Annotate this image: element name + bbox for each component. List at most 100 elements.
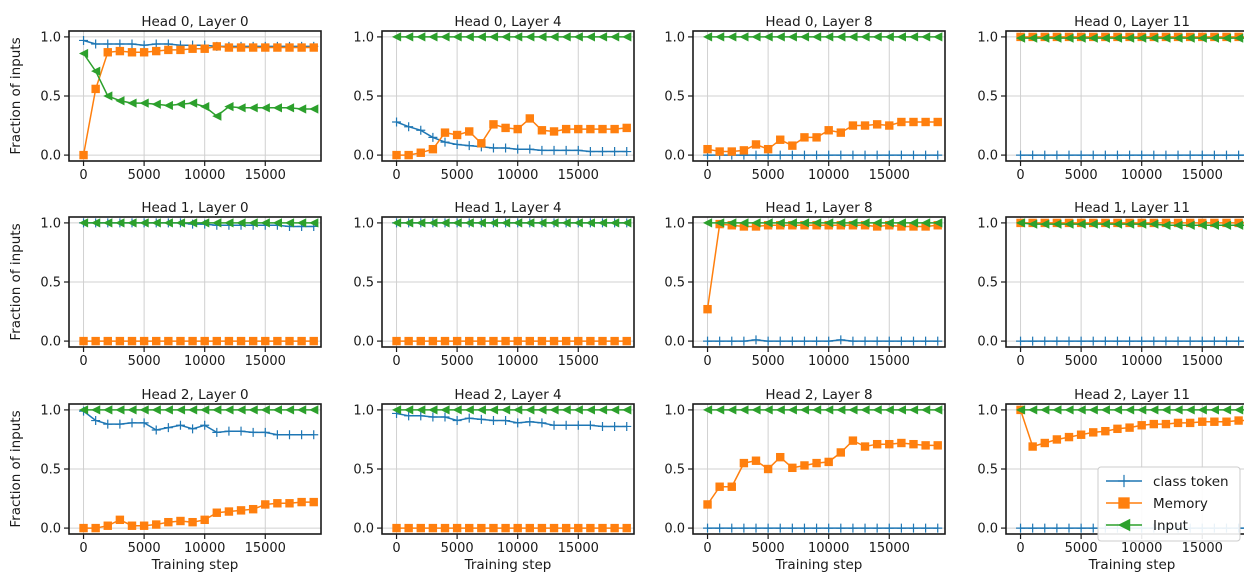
point-input (488, 405, 499, 415)
point-memory (224, 336, 234, 346)
point-memory (897, 222, 906, 231)
point-memory (537, 126, 547, 135)
point-class-token (513, 144, 523, 154)
x-tick-label: 15000 (1182, 354, 1223, 369)
y-tick-label: 0.0 (977, 522, 998, 537)
point-input (1052, 33, 1062, 43)
x-axis-label: Training step (1088, 557, 1176, 573)
point-input (1137, 33, 1147, 43)
point-memory (404, 523, 413, 533)
y-tick-label: 0.0 (40, 149, 61, 164)
point-class-token (896, 523, 906, 533)
y-tick-label: 0.5 (353, 276, 374, 291)
point-memory (574, 523, 583, 533)
point-input (739, 218, 749, 228)
point-input (1088, 33, 1098, 43)
point-memory (212, 336, 222, 346)
point-input (175, 99, 186, 109)
point-class-token (1222, 150, 1231, 160)
point-input (272, 218, 282, 228)
point-input (513, 32, 523, 42)
point-input (872, 218, 882, 228)
point-class-token (1173, 150, 1183, 160)
point-input (622, 218, 632, 228)
x-tick-label: 10000 (497, 168, 538, 183)
point-memory (848, 436, 858, 445)
point-memory (1210, 417, 1219, 426)
point-class-token (1016, 523, 1026, 533)
subplot-title: Head 1, Layer 4 (454, 200, 561, 216)
point-class-token (812, 336, 822, 346)
point-memory (549, 336, 559, 346)
point-input (236, 218, 246, 228)
point-class-token (610, 421, 620, 431)
point-memory (200, 44, 209, 53)
point-input (236, 405, 246, 415)
point-input (763, 405, 773, 415)
point-class-token (1064, 150, 1074, 160)
point-input (212, 405, 222, 415)
point-memory (525, 523, 535, 533)
point-class-token (1185, 150, 1195, 160)
point-class-token (1016, 336, 1026, 346)
subplot-8: 0 5000 10000 15000 0.0 0.5 1.0 Head 1, Layer 11 (977, 200, 1244, 369)
point-class-token (1052, 336, 1062, 346)
point-class-token (921, 150, 931, 160)
point-memory (1173, 418, 1183, 428)
point-input (561, 218, 571, 228)
point-input (1197, 220, 1207, 230)
point-input (103, 405, 113, 415)
point-input (297, 405, 307, 415)
point-memory (727, 221, 736, 230)
point-input (78, 48, 89, 59)
point-input (1185, 405, 1195, 415)
series-line-memory (706, 439, 938, 505)
point-memory (91, 523, 100, 533)
point-class-token (1076, 336, 1086, 346)
point-input (739, 405, 749, 415)
point-class-token (525, 417, 535, 427)
point-input (1088, 405, 1098, 415)
x-tick-label: 0 (1016, 354, 1024, 369)
point-memory (188, 336, 197, 346)
point-input (1209, 220, 1219, 230)
point-input (428, 405, 438, 415)
point-memory (824, 126, 833, 135)
point-memory (860, 442, 870, 451)
point-input (702, 218, 713, 228)
x-tick-label: 5000 (128, 168, 161, 183)
point-memory (1137, 421, 1146, 430)
point-class-token (799, 336, 809, 346)
y-tick-label: 1.0 (40, 30, 61, 45)
point-input (585, 218, 595, 228)
point-input (1112, 33, 1123, 43)
point-class-token (404, 411, 414, 421)
point-memory (1161, 419, 1171, 429)
x-tick-label: 0 (703, 541, 711, 556)
point-memory (79, 523, 88, 533)
y-tick-label: 0.5 (664, 276, 685, 291)
point-class-token (1173, 336, 1183, 346)
point-memory (236, 43, 246, 52)
x-tick-label: 10000 (497, 354, 538, 369)
point-input (248, 218, 258, 228)
point-input (284, 218, 295, 228)
point-class-token (428, 132, 438, 142)
point-input (775, 32, 785, 42)
point-input (175, 218, 186, 228)
point-memory (1028, 442, 1037, 451)
point-input (597, 218, 608, 228)
point-input (1064, 405, 1074, 415)
point-class-token (452, 139, 462, 149)
point-input (884, 32, 894, 42)
y-tick-label: 0.5 (664, 463, 685, 478)
point-class-token (1161, 336, 1171, 346)
subplot-title: Head 0, Layer 4 (454, 14, 561, 30)
point-class-token (428, 412, 438, 422)
point-input (224, 405, 234, 415)
point-memory (176, 516, 185, 526)
point-class-token (488, 416, 498, 426)
point-memory (513, 336, 522, 346)
point-input (1221, 33, 1232, 43)
point-class-token (739, 523, 749, 533)
